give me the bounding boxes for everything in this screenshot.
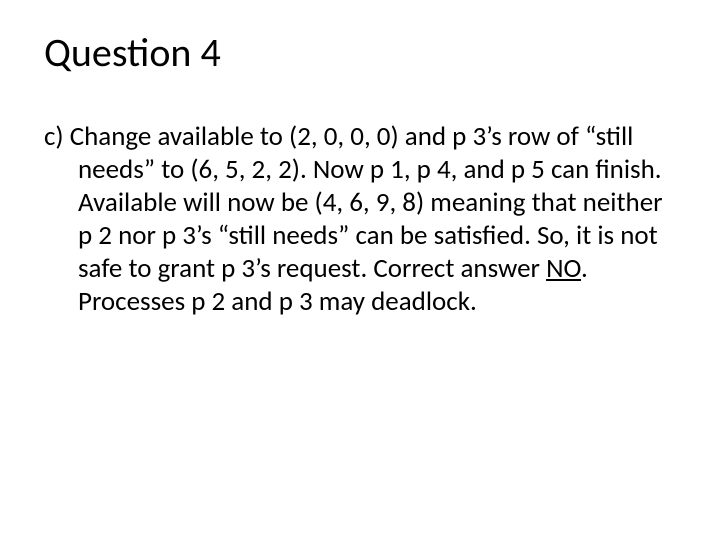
line1: Change available to (2, 0, 0, 0) and p 3… — [70, 120, 585, 153]
body-text: c) Change available to (2, 0, 0, 0) and … — [44, 121, 676, 319]
deadlock-line: Processes p 2 and p 3 may deadlock. — [44, 286, 676, 319]
line6b: . — [581, 252, 588, 285]
slide-container: Question 4 c) Change available to (2, 0,… — [0, 0, 720, 540]
line6a: request. Correct answer — [277, 252, 546, 285]
answer-no: NO — [546, 252, 581, 285]
slide-title: Question 4 — [44, 28, 676, 77]
answer-paragraph: c) Change available to (2, 0, 0, 0) and … — [44, 121, 676, 286]
part-label: c) — [44, 120, 70, 153]
